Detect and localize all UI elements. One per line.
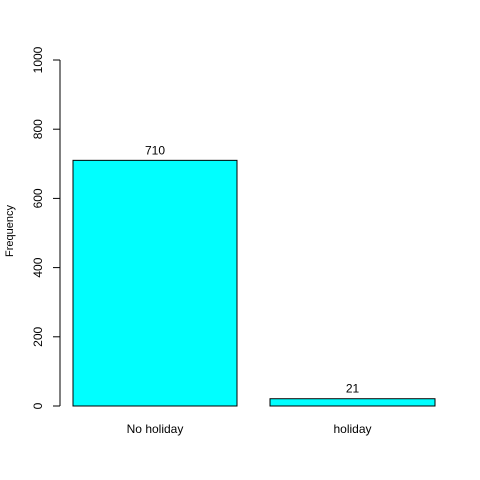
bar-value-labels: 710 21 xyxy=(145,143,360,395)
bar xyxy=(269,398,436,407)
y-tick-label: 1000 xyxy=(31,46,45,73)
y-tick-label: 0 xyxy=(31,402,45,409)
y-tick-label: 200 xyxy=(31,326,45,346)
bar xyxy=(72,159,238,407)
x-category-labels: No holiday holiday xyxy=(127,422,372,436)
bar-value-label: 710 xyxy=(145,143,165,157)
y-tick-label: 800 xyxy=(31,119,45,139)
y-ticks: 0 200 400 600 800 1000 xyxy=(31,46,60,409)
bars xyxy=(72,159,436,407)
y-axis: 0 200 400 600 800 1000 xyxy=(31,46,61,409)
y-axis-title: Frequency xyxy=(4,205,16,257)
x-category-label: holiday xyxy=(333,422,371,436)
x-category-label: No holiday xyxy=(127,422,184,436)
bar-value-label: 21 xyxy=(346,382,360,396)
y-tick-label: 400 xyxy=(31,257,45,277)
y-tick-label: 600 xyxy=(31,188,45,208)
